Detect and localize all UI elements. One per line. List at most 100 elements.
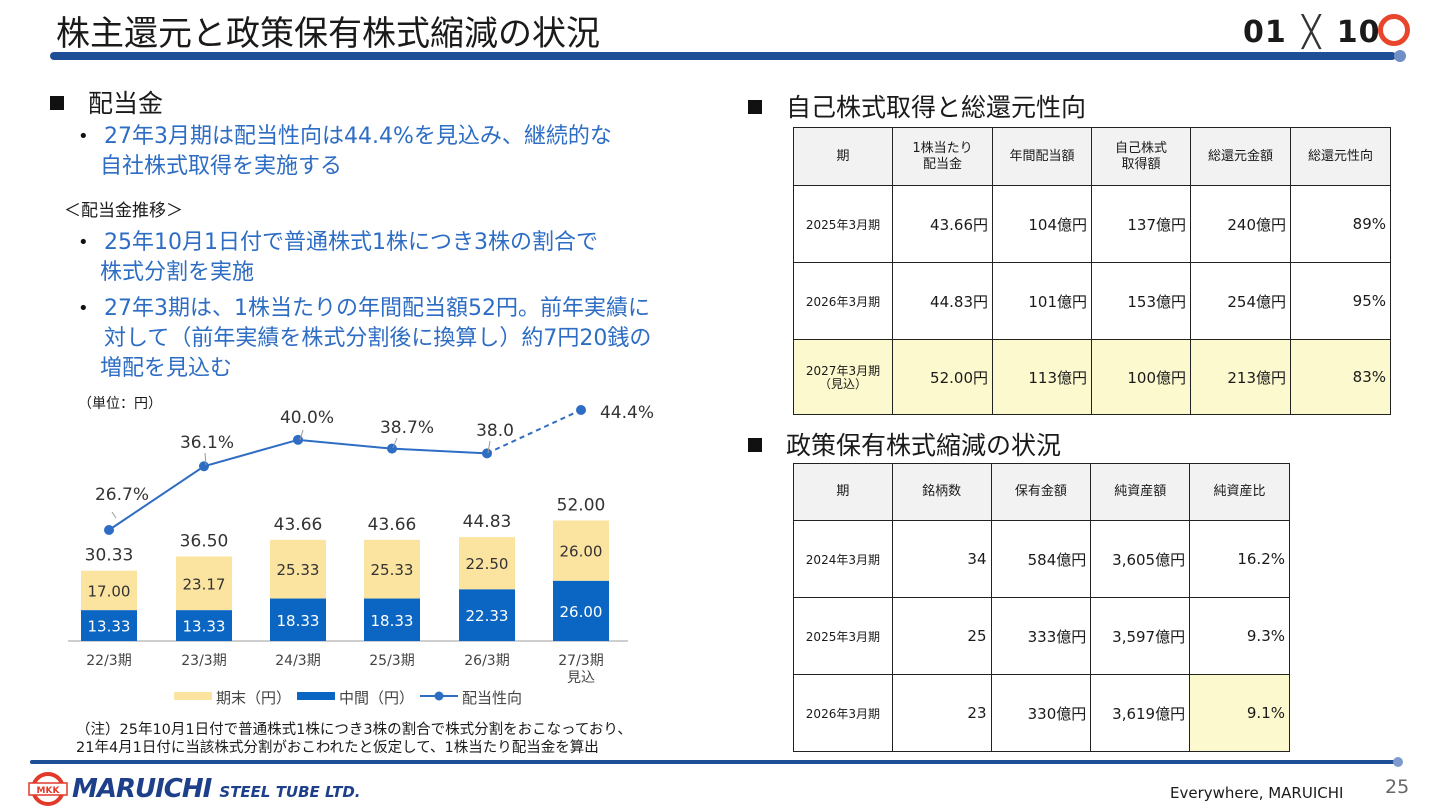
- table-cell: 104億円: [992, 185, 1092, 263]
- legend-label-interim: 中間（円）: [339, 689, 414, 707]
- footer-brand-name: MARUICHI: [72, 774, 212, 804]
- holdings-heading: 政策保有株式縮減の状況: [748, 426, 1061, 462]
- bullet-3-line-2: 対して（前年実績を株式分割後に換算し）約7円20銭の: [104, 326, 652, 351]
- footer-brand-sub: STEEL TUBE LTD.: [219, 783, 361, 801]
- data-label-interim: 18.33: [277, 612, 320, 630]
- data-label-interim: 26.00: [560, 603, 603, 621]
- table-header-cell: 1株当たり 配当金: [892, 127, 993, 186]
- table-header-cell: 期: [793, 463, 893, 521]
- period-cell: 2025年3月期: [793, 185, 893, 263]
- label-leader-line: [204, 452, 207, 466]
- payout-ratio-point: [199, 461, 209, 472]
- table-cell: 16.2%: [1189, 520, 1290, 598]
- bullet-1-line-2: 自社株式取得を実施する: [100, 154, 343, 179]
- header-line: 取得額: [1121, 156, 1161, 172]
- holdings-table: 期銘柄数 保有金額 純資産額 純資産比 2024年3月期 34 584億円 3,605億円 1…: [793, 463, 1290, 752]
- holdings-heading-text: 政策保有株式縮減の状況: [786, 431, 1062, 460]
- data-label-total: 36.50: [180, 531, 229, 551]
- page-number: 25: [1385, 776, 1410, 798]
- bar-year-end: [459, 537, 515, 590]
- bullet-3-line-3: 増配を見込む: [100, 356, 233, 381]
- payout-ratio-point: [576, 405, 586, 415]
- legend-label-payout: 配当性向: [462, 689, 522, 707]
- table-cell: 330億円: [990, 674, 1092, 752]
- dividend-subheading: ＜配当金推移＞: [64, 201, 183, 221]
- data-label-year-end: 22.50: [466, 555, 509, 573]
- table-row: 2025年3月期 43.66円 104億円 137億円 240億円 89%: [793, 185, 1391, 263]
- data-label-interim: 13.33: [88, 618, 131, 636]
- table-cell: 52.00円: [892, 339, 993, 415]
- table-row: 2025年3月期 25 333億円 3,597億円 9.3%: [793, 597, 1290, 675]
- x-tick-label: 27/3期: [558, 653, 603, 669]
- logo-times-mark: ╳: [1302, 15, 1322, 50]
- header-line: 年間配当額: [1009, 148, 1075, 164]
- data-label-total: 43.66: [274, 515, 323, 535]
- table-cell: 240億円: [1190, 185, 1291, 263]
- x-tick-label: 見込: [567, 670, 595, 686]
- payout-ratio-label: 38.7%: [380, 418, 434, 438]
- table-cell: 153億円: [1091, 262, 1191, 340]
- data-label-year-end: 26.00: [560, 543, 603, 561]
- footer-divider: [30, 760, 1396, 764]
- table-header-cell: 期: [793, 127, 893, 186]
- note-line-1: （注）25年10月1日付で普通株式1株につき3株の割合で株式分割をおこなっており…: [76, 722, 632, 738]
- bar-year-end: [81, 570, 137, 611]
- bullet-3-line-1: 27年3期は、1株当たりの年間配当額52円。前年実績に: [104, 296, 650, 321]
- mkk-logo-text: MKK: [37, 786, 61, 796]
- table-cell: 254億円: [1190, 262, 1291, 340]
- table-header-cell: 保有金額: [990, 463, 1092, 521]
- square-bullet-icon: [50, 96, 64, 110]
- table-cell: 34: [891, 520, 992, 598]
- data-label-year-end: 23.17: [183, 575, 226, 593]
- bullet-dot-icon: •: [78, 126, 89, 147]
- footer-brand: MARUICHI STEEL TUBE LTD.: [72, 774, 360, 804]
- header-line: 期: [836, 148, 850, 164]
- x-tick-label: 25/3期: [369, 653, 414, 669]
- table-cell: 95%: [1290, 262, 1391, 340]
- chart-note: （注）25年10月1日付で普通株式1株につき3株の割合で株式分割をおこなっており…: [76, 721, 632, 757]
- label-leader-line: [111, 511, 117, 519]
- period-cell: 2024年3月期: [793, 520, 893, 598]
- bullet-1-line-1: 27年3月期は配当性向は44.4%を見込み、継続的な: [104, 124, 612, 149]
- period-cell: 2025年3月期: [793, 597, 893, 675]
- legend-label-year-end: 期末（円）: [216, 689, 291, 707]
- x-tick-label: 22/3期: [86, 653, 131, 669]
- x-tick-label: 24/3期: [275, 653, 320, 669]
- bullet-2-line-2: 株式分割を実施: [100, 260, 255, 285]
- legend-swatch-interim: [297, 692, 335, 700]
- table-row: 2026年3月期 23 330億円 3,619億円 9.1%: [793, 674, 1290, 752]
- legend-swatch-year-end: [174, 692, 212, 700]
- data-label-total: 52.00: [557, 496, 606, 516]
- bullet-dot-icon: •: [78, 298, 89, 319]
- chart-unit-label: （単位：円）: [78, 396, 162, 412]
- data-label-year-end: 25.33: [277, 561, 320, 579]
- bar-interim: [553, 580, 609, 641]
- table-cell: 23: [891, 674, 992, 752]
- table-cell: 43.66円: [892, 185, 993, 263]
- table-cell: 584億円: [990, 520, 1092, 598]
- logo-text-01: 01: [1243, 15, 1287, 50]
- payout-ratio-label: 38.0: [476, 421, 514, 441]
- note-line-2: 21年4月1日付に当該株式分割がおこわれたと仮定して、1株当たり配当金を算出: [76, 740, 599, 756]
- payout-ratio-label: 26.7%: [95, 485, 149, 505]
- table-cell: 101億円: [992, 262, 1092, 340]
- header-divider: [50, 52, 1396, 60]
- data-label-total: 44.83: [463, 512, 512, 532]
- x-tick-label: 23/3期: [181, 653, 226, 669]
- table-cell: 9.1%: [1189, 674, 1290, 752]
- table-cell: 213億円: [1190, 339, 1291, 415]
- table-row: 2024年3月期 34 584億円 3,605億円 16.2%: [793, 520, 1290, 598]
- data-label-year-end: 25.33: [371, 561, 414, 579]
- table-cell: 25: [891, 597, 992, 675]
- data-label-total: 43.66: [368, 515, 417, 535]
- header-line: 総還元金額: [1207, 148, 1273, 164]
- period-cell: 2026年3月期: [793, 262, 893, 340]
- data-label-interim: 18.33: [371, 612, 414, 630]
- table-cell: 137億円: [1091, 185, 1191, 263]
- dividend-chart: 13.33 17.00 30.33 22/3期 13.33 23.17 36.50 23/3期…: [68, 403, 654, 707]
- header-line: 配当金: [922, 156, 962, 172]
- payout-ratio-point: [482, 448, 492, 459]
- table-cell: 3,597億円: [1090, 597, 1191, 675]
- dividend-heading: 配当金: [50, 84, 163, 120]
- logo-circle-icon: [1378, 14, 1411, 46]
